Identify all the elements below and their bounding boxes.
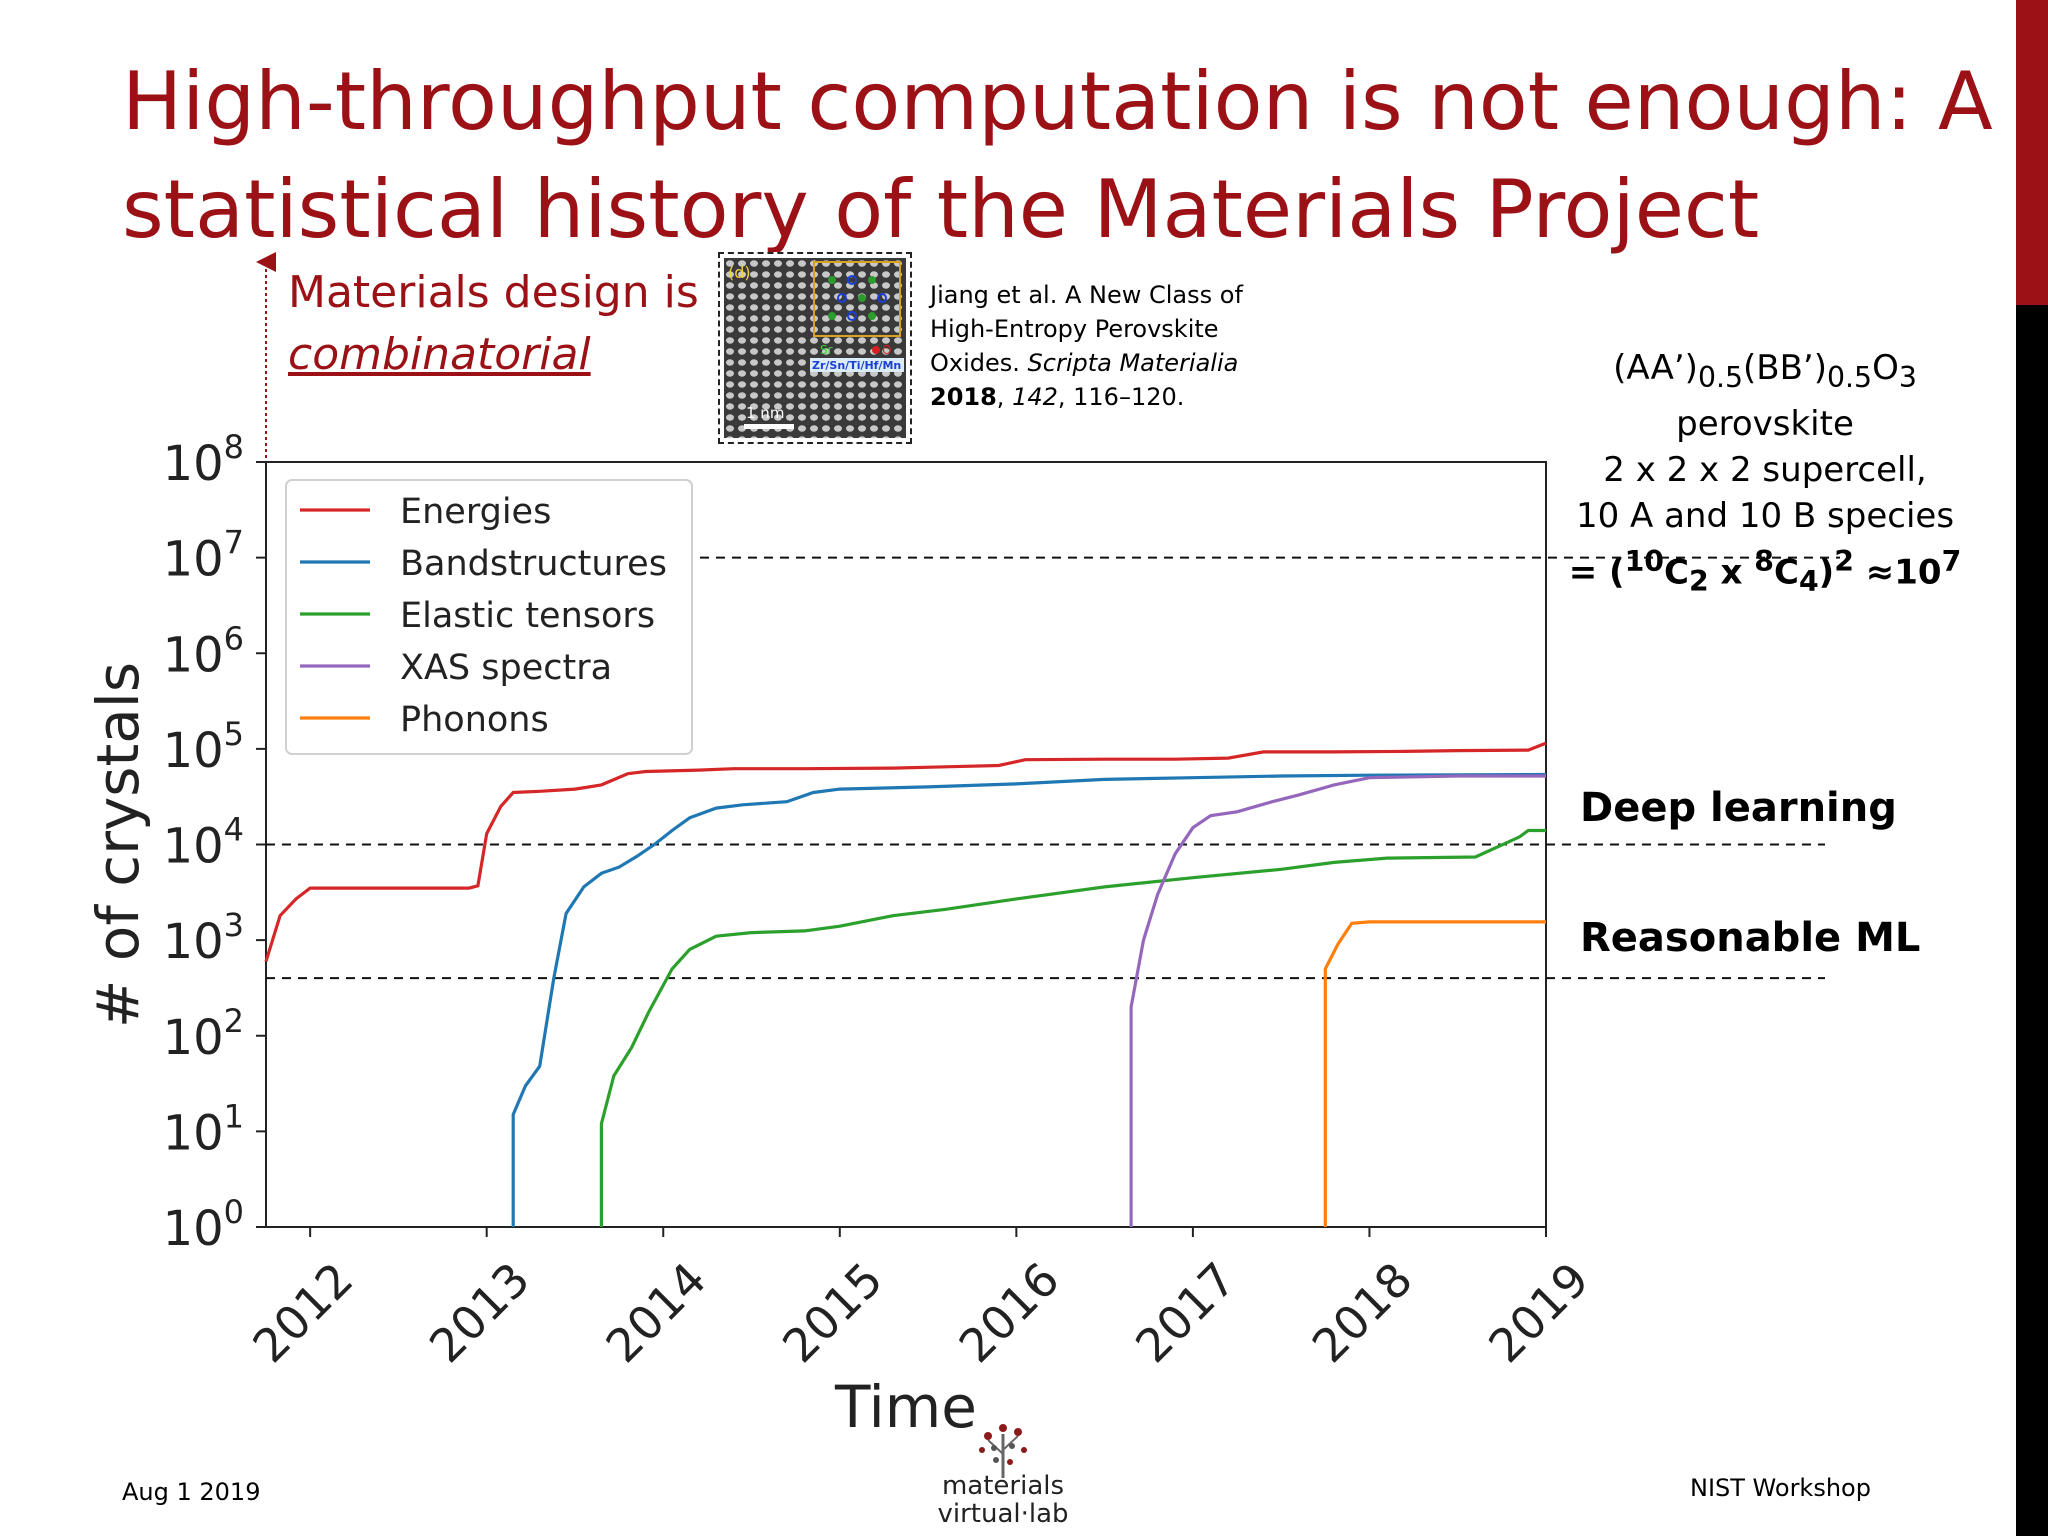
logo-line-2: virtual·lab	[937, 1499, 1069, 1529]
legend-entry: Bandstructures	[400, 544, 667, 584]
formula-sup: 7	[1941, 544, 1962, 578]
citation: Jiang et al. A New Class of High-Entropy…	[930, 278, 1243, 414]
formula-part: C	[1664, 552, 1689, 593]
annotation-reasonable-ml: Reasonable ML	[1580, 915, 1921, 961]
x-axis-label: Time	[834, 1373, 977, 1441]
y-tick-label: 103	[163, 906, 244, 970]
perovskite-micrograph: (d) Sr O Zr/Sn/Ti/Hf/Mn 1 nm	[718, 252, 912, 444]
formula-sub: 4	[1798, 564, 1819, 598]
x-tick-label: 2016	[949, 1252, 1070, 1373]
y-tick-label: 101	[163, 1097, 244, 1161]
formula-part: x	[1708, 552, 1755, 593]
formula-sup: 2	[1834, 544, 1854, 578]
y-tick-label: 104	[163, 811, 244, 875]
x-tick-label: 2019	[1478, 1252, 1599, 1373]
logo-text: materials virtual·lab	[918, 1472, 1088, 1528]
design-note-line-2: combinatorial	[288, 329, 591, 380]
micrograph-elements-label: Zr/Sn/Ti/Hf/Mn	[812, 359, 901, 372]
formula-part: C	[1774, 552, 1799, 593]
formula-line-4: = (10C2 x 8C4)2 ≈107	[1530, 539, 2000, 605]
footer-venue: NIST Workshop	[1690, 1474, 1871, 1502]
legend-entry: Elastic tensors	[400, 596, 655, 636]
micrograph-o-label: O	[882, 343, 891, 357]
micrograph-scale-bar	[744, 424, 794, 429]
citation-line-3: Oxides. Scripta Materialia	[930, 346, 1243, 380]
x-axis-ticks: 2012 2013 2014 2015 2016 2017 2018 2019	[242, 1227, 1599, 1373]
chart-legend: Energies Bandstructures Elastic tensors XAS…	[285, 479, 693, 755]
y-tick-label: 102	[163, 1002, 244, 1066]
y-axis-label: # of crystals	[84, 662, 152, 1028]
footer-date: Aug 1 2019	[122, 1478, 261, 1506]
series-line-phonons	[1323, 920, 1546, 1227]
x-tick-label: 2015	[772, 1252, 893, 1373]
title-line-1: High-throughput computation is not enoug…	[122, 55, 1993, 148]
x-tick-label: 2018	[1302, 1252, 1423, 1373]
tree-icon	[979, 1424, 1027, 1478]
formula-part: = (	[1568, 552, 1625, 593]
micrograph-image: (d) Sr O Zr/Sn/Ti/Hf/Mn 1 nm	[724, 258, 906, 438]
formula-aa: (AA’)	[1613, 348, 1698, 388]
citation-pre: Oxides.	[930, 349, 1028, 377]
x-tick-label: 2014	[596, 1252, 717, 1373]
citation-line-1: Jiang et al. A New Class of	[930, 281, 1243, 309]
x-tick-label: 2013	[419, 1252, 540, 1373]
x-tick-label: 2017	[1125, 1252, 1246, 1373]
design-note-line-1: Materials design is	[288, 267, 699, 318]
y-tick-label: 105	[163, 715, 244, 779]
legend-box	[285, 479, 693, 755]
formula-sub: 2	[1688, 564, 1709, 598]
formula-sub: 0.5	[1697, 360, 1743, 394]
accent-bar-dark	[2016, 305, 2048, 1536]
series-line-elastic-tensors	[599, 828, 1546, 1227]
combinatorics-formula: (AA’)0.5(BB’)0.5O3 perovskite 2 x 2 x 2 …	[1530, 345, 2000, 605]
y-tick-label: 107	[163, 524, 244, 588]
citation-line-4: 2018, 142, 116–120.	[930, 380, 1243, 414]
series-line-energies	[264, 741, 1547, 962]
citation-year: 2018	[930, 383, 997, 411]
logo-line-1: materials	[941, 1471, 1065, 1501]
materials-virtual-lab-logo: materials virtual·lab	[918, 1420, 1088, 1532]
formula-sub: 3	[1898, 360, 1917, 394]
formula-o: O	[1872, 348, 1899, 388]
formula-sup: 8	[1754, 544, 1774, 578]
series-line-bandstructures	[511, 772, 1547, 1227]
legend-entry: Phonons	[400, 700, 549, 740]
formula-part: )	[1818, 552, 1835, 593]
y-tick-label: 106	[163, 619, 244, 683]
citation-pages: , 116–120.	[1057, 383, 1185, 411]
citation-journal: Scripta Materialia	[1027, 349, 1239, 377]
slide-title: High-throughput computation is not enoug…	[122, 48, 2002, 264]
y-tick-label: 108	[163, 428, 244, 492]
formula-line-1: (AA’)0.5(BB’)0.5O3 perovskite	[1530, 345, 2000, 447]
series-lines	[264, 741, 1547, 1227]
formula-sub: 0.5	[1827, 360, 1873, 394]
accent-bar	[2016, 0, 2048, 305]
legend-entry: Energies	[400, 492, 551, 532]
design-note: Materials design is combinatorial	[288, 262, 699, 386]
y-axis-ticks: 100 101 102 103 104 105 106 107 108	[163, 428, 266, 1257]
micrograph-sr-label: Sr	[820, 343, 833, 357]
formula-perovskite: perovskite	[1676, 403, 1854, 444]
legend-entry: XAS spectra	[400, 648, 612, 688]
formula-line-2: 2 x 2 x 2 supercell,	[1603, 449, 1927, 490]
title-line-2: statistical history of the Materials Pro…	[122, 163, 1760, 256]
formula-bb: (BB’)	[1743, 348, 1827, 388]
series-line-xas-spectra	[1129, 774, 1546, 1227]
micrograph-panel-label: (d)	[728, 263, 751, 282]
reference-lines	[266, 556, 1840, 980]
formula-line-3: 10 A and 10 B species	[1575, 495, 1955, 536]
annotation-deep-learning: Deep learning	[1580, 785, 1897, 831]
citation-sep: ,	[996, 383, 1013, 411]
citation-volume: 142	[1012, 383, 1058, 411]
y-tick-label: 100	[163, 1193, 244, 1257]
micrograph-scale-label: 1 nm	[746, 404, 784, 422]
formula-part: ≈10	[1853, 552, 1942, 593]
formula-sup: 10	[1624, 544, 1664, 578]
citation-line-2: High-Entropy Perovskite	[930, 315, 1219, 343]
x-tick-label: 2012	[242, 1252, 363, 1373]
